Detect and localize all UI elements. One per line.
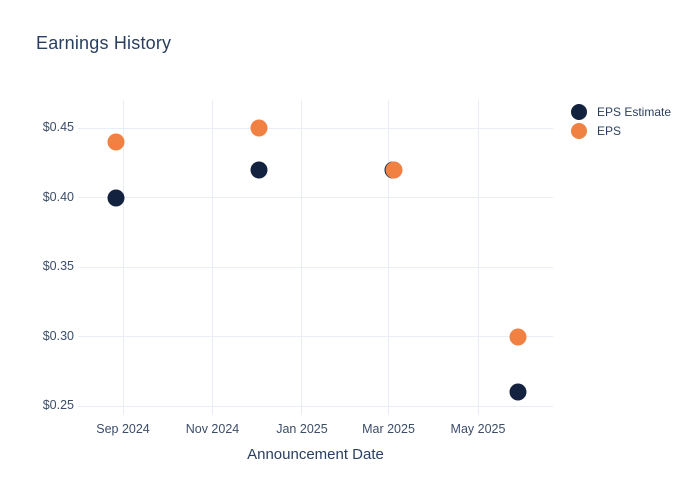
- y-tick-label: $0.45: [42, 120, 74, 134]
- vertical-gridline: [301, 100, 303, 415]
- y-tick-label: $0.30: [42, 328, 74, 343]
- horizontal-gridline: [78, 405, 553, 407]
- data-point-eps[interactable]: [385, 161, 403, 179]
- data-point-eps-estimate[interactable]: [250, 161, 268, 179]
- data-point-eps[interactable]: [250, 119, 268, 137]
- x-tick-label: Nov 2024: [185, 422, 240, 436]
- chart-title: Earnings History: [36, 33, 172, 53]
- y-tick-label: $0.40: [42, 189, 74, 204]
- legend-item-eps-estimate[interactable]: EPS Estimate: [571, 104, 671, 120]
- legend: EPS Estimate EPS: [571, 104, 671, 139]
- data-point-eps[interactable]: [107, 133, 125, 151]
- legend-item-label: EPS Estimate: [597, 105, 672, 119]
- horizontal-gridline: [78, 266, 553, 268]
- x-tick-label: Sep 2024: [96, 422, 150, 436]
- y-tick-label: $0.25: [42, 398, 74, 412]
- data-point-eps-estimate[interactable]: [509, 383, 527, 401]
- plot-area[interactable]: [78, 100, 553, 415]
- horizontal-gridline: [78, 336, 553, 337]
- data-point-eps-estimate[interactable]: [107, 189, 125, 206]
- vertical-gridline: [388, 100, 390, 415]
- horizontal-gridline: [78, 197, 553, 198]
- legend-marker-icon: [571, 123, 587, 139]
- legend-item-label: EPS: [597, 124, 622, 138]
- horizontal-gridline: [78, 127, 553, 129]
- x-tick-label: Mar 2025: [362, 422, 415, 436]
- data-point-eps[interactable]: [509, 328, 527, 345]
- x-axis-title: Announcement Date: [247, 446, 384, 463]
- legend-item-eps[interactable]: EPS: [571, 123, 671, 139]
- vertical-gridline: [211, 100, 213, 415]
- vertical-gridline: [122, 100, 124, 415]
- x-tick-label: Jan 2025: [276, 422, 328, 436]
- legend-marker-icon: [571, 104, 587, 120]
- x-tick-label: May 2025: [450, 422, 506, 436]
- y-tick-label: $0.35: [42, 259, 74, 273]
- vertical-gridline: [477, 100, 479, 415]
